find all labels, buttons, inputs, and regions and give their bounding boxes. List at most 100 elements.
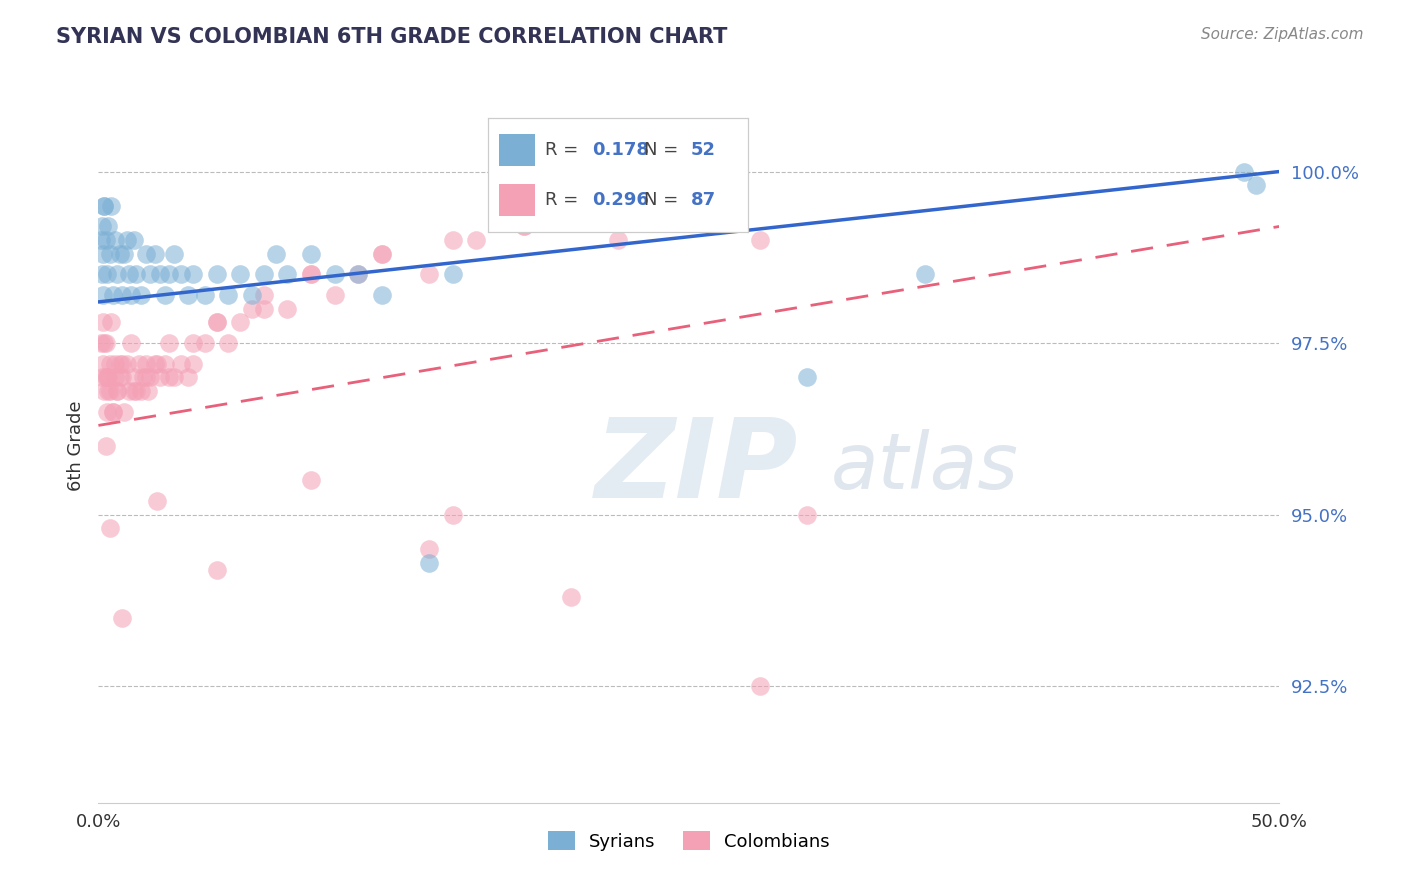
Text: Source: ZipAtlas.com: Source: ZipAtlas.com <box>1201 27 1364 42</box>
Point <box>253 301 276 316</box>
Point <box>143 357 166 371</box>
Point <box>153 288 176 302</box>
Point <box>418 268 440 282</box>
Point <box>560 590 582 604</box>
Point <box>149 370 172 384</box>
Point <box>205 562 228 576</box>
Point <box>108 247 131 261</box>
Point <box>129 384 152 398</box>
Point <box>111 370 134 384</box>
Point <box>98 357 121 371</box>
Point <box>135 357 157 371</box>
Point <box>111 288 134 302</box>
Point <box>94 370 117 384</box>
Point <box>177 288 200 302</box>
Point <box>129 288 152 302</box>
Point <box>441 268 464 282</box>
Point <box>299 268 322 282</box>
Point <box>94 336 117 351</box>
Point <box>229 316 252 330</box>
Point <box>100 316 122 330</box>
Point <box>91 247 114 261</box>
Point <box>98 384 121 398</box>
Point <box>240 301 263 316</box>
Point <box>441 508 464 522</box>
Point <box>748 233 770 247</box>
Point <box>122 384 145 398</box>
Point <box>96 405 118 419</box>
Point <box>91 288 114 302</box>
Point <box>146 357 169 371</box>
Point <box>105 384 128 398</box>
Point <box>560 199 582 213</box>
Point <box>217 288 239 302</box>
Point <box>91 268 114 282</box>
Point <box>96 268 118 282</box>
Point <box>125 384 148 398</box>
Point <box>112 247 135 261</box>
Point <box>170 268 193 282</box>
Point <box>115 357 138 371</box>
Point <box>157 370 180 384</box>
Point <box>163 370 186 384</box>
Point <box>111 357 134 371</box>
Point <box>135 247 157 261</box>
Point <box>143 247 166 261</box>
Point <box>253 268 276 282</box>
Point <box>104 370 127 384</box>
Point <box>253 288 276 302</box>
Point <box>104 233 127 247</box>
Point <box>170 357 193 371</box>
Point <box>97 370 120 384</box>
Point <box>796 370 818 384</box>
Point <box>122 233 145 247</box>
Point <box>194 288 217 302</box>
Point <box>115 233 138 247</box>
Point <box>1244 178 1267 193</box>
Point <box>371 247 394 261</box>
Point <box>323 288 346 302</box>
Point <box>441 233 464 247</box>
Point <box>914 268 936 282</box>
Point <box>139 370 162 384</box>
Point <box>93 336 115 351</box>
Point <box>104 357 127 371</box>
Point <box>229 268 252 282</box>
Point <box>181 336 204 351</box>
Point <box>90 336 112 351</box>
Point <box>146 494 169 508</box>
Legend: Syrians, Colombians: Syrians, Colombians <box>540 824 838 858</box>
Point <box>101 405 124 419</box>
Point <box>94 233 117 247</box>
Point <box>194 336 217 351</box>
Point <box>276 301 298 316</box>
Point <box>607 233 630 247</box>
Point <box>93 199 115 213</box>
Point <box>323 268 346 282</box>
Point <box>299 247 322 261</box>
Point <box>264 247 287 261</box>
Point <box>91 219 114 234</box>
Y-axis label: 6th Grade: 6th Grade <box>66 401 84 491</box>
Point <box>796 508 818 522</box>
Point <box>149 268 172 282</box>
Point <box>217 336 239 351</box>
Point <box>205 316 228 330</box>
Point <box>121 288 143 302</box>
Point <box>97 384 120 398</box>
Point <box>90 233 112 247</box>
Point <box>465 233 488 247</box>
Point <box>371 247 394 261</box>
Point <box>132 370 155 384</box>
Point <box>135 370 157 384</box>
Point <box>512 219 534 234</box>
Point <box>153 357 176 371</box>
Point <box>108 370 131 384</box>
Point <box>163 247 186 261</box>
Text: atlas: atlas <box>831 429 1018 506</box>
Point <box>91 357 114 371</box>
Point <box>96 370 118 384</box>
Point <box>128 357 150 371</box>
Point <box>512 219 534 234</box>
Point <box>205 316 228 330</box>
